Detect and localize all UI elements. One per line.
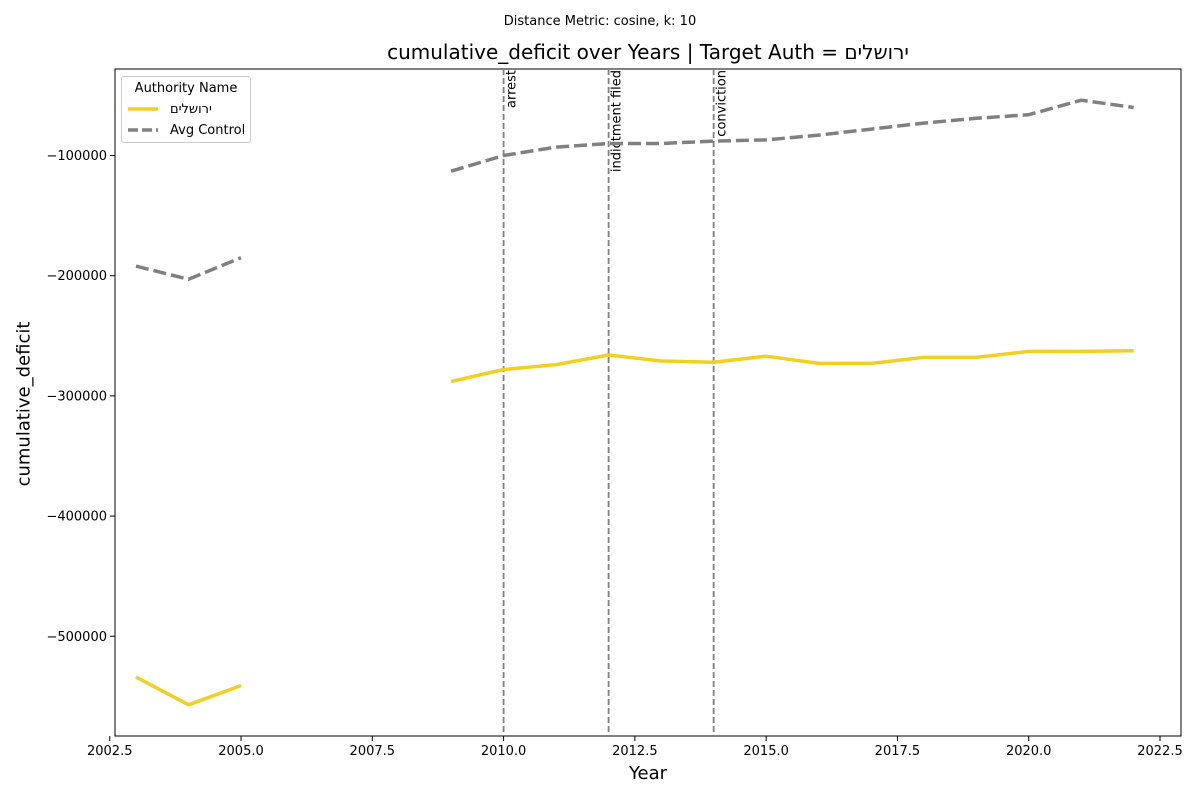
legend-item-target: ירושלים [128, 100, 212, 118]
x-tick-label: 2015.0 [743, 744, 789, 759]
event-markers: arrest indictment filed conviction [502, 69, 730, 736]
legend-label-avg-control: Avg Control [170, 122, 246, 138]
x-tick-label: 2022.5 [1137, 744, 1183, 759]
series-line-avg-control [450, 98, 1134, 173]
legend-swatch-avg-control [128, 128, 158, 132]
x-tick-label: 2002.5 [87, 744, 133, 759]
x-axis-ticks: 2002.5 2005.0 2007.5 2010.0 2012.5 2015.0 2017… [87, 736, 1183, 759]
y-axis-label: cumulative_deficit [13, 321, 35, 487]
series-lines [135, 98, 1134, 707]
x-axis-label: Year [628, 763, 668, 784]
series-line-target [450, 349, 1134, 384]
legend-swatch-target [128, 107, 158, 111]
y-tick-label: −400000 [46, 510, 107, 525]
chart-title: cumulative_deficit over Years | Target A… [387, 40, 909, 64]
x-tick-label: 2010.0 [481, 744, 527, 759]
event-label: arrest [505, 70, 520, 108]
series-line-avg-control [135, 256, 242, 282]
y-tick-label: −100000 [46, 149, 107, 164]
event-label: conviction [715, 70, 730, 137]
x-tick-label: 2020.0 [1006, 744, 1052, 759]
plot-area-frame [114, 68, 1182, 737]
legend: Authority Name ירושלים Avg Control [121, 76, 251, 143]
series-line-target [135, 675, 242, 707]
y-tick-label: −300000 [46, 389, 107, 404]
x-tick-label: 2017.5 [875, 744, 921, 759]
x-tick-label: 2012.5 [612, 744, 658, 759]
y-tick-label: −500000 [46, 630, 107, 645]
x-tick-label: 2007.5 [350, 744, 396, 759]
x-tick-label: 2005.0 [218, 744, 264, 759]
legend-title: Authority Name [134, 81, 238, 96]
event-label: indictment filed [610, 70, 625, 172]
figure-suptitle: Distance Metric: cosine, k: 10 [503, 14, 697, 29]
y-tick-label: −200000 [46, 269, 107, 284]
legend-label-target: ירושלים [170, 101, 212, 117]
y-axis-ticks: −500000 −400000 −300000 −200000 −100000 [46, 149, 115, 645]
legend-item-avg-control: Avg Control [128, 121, 245, 139]
